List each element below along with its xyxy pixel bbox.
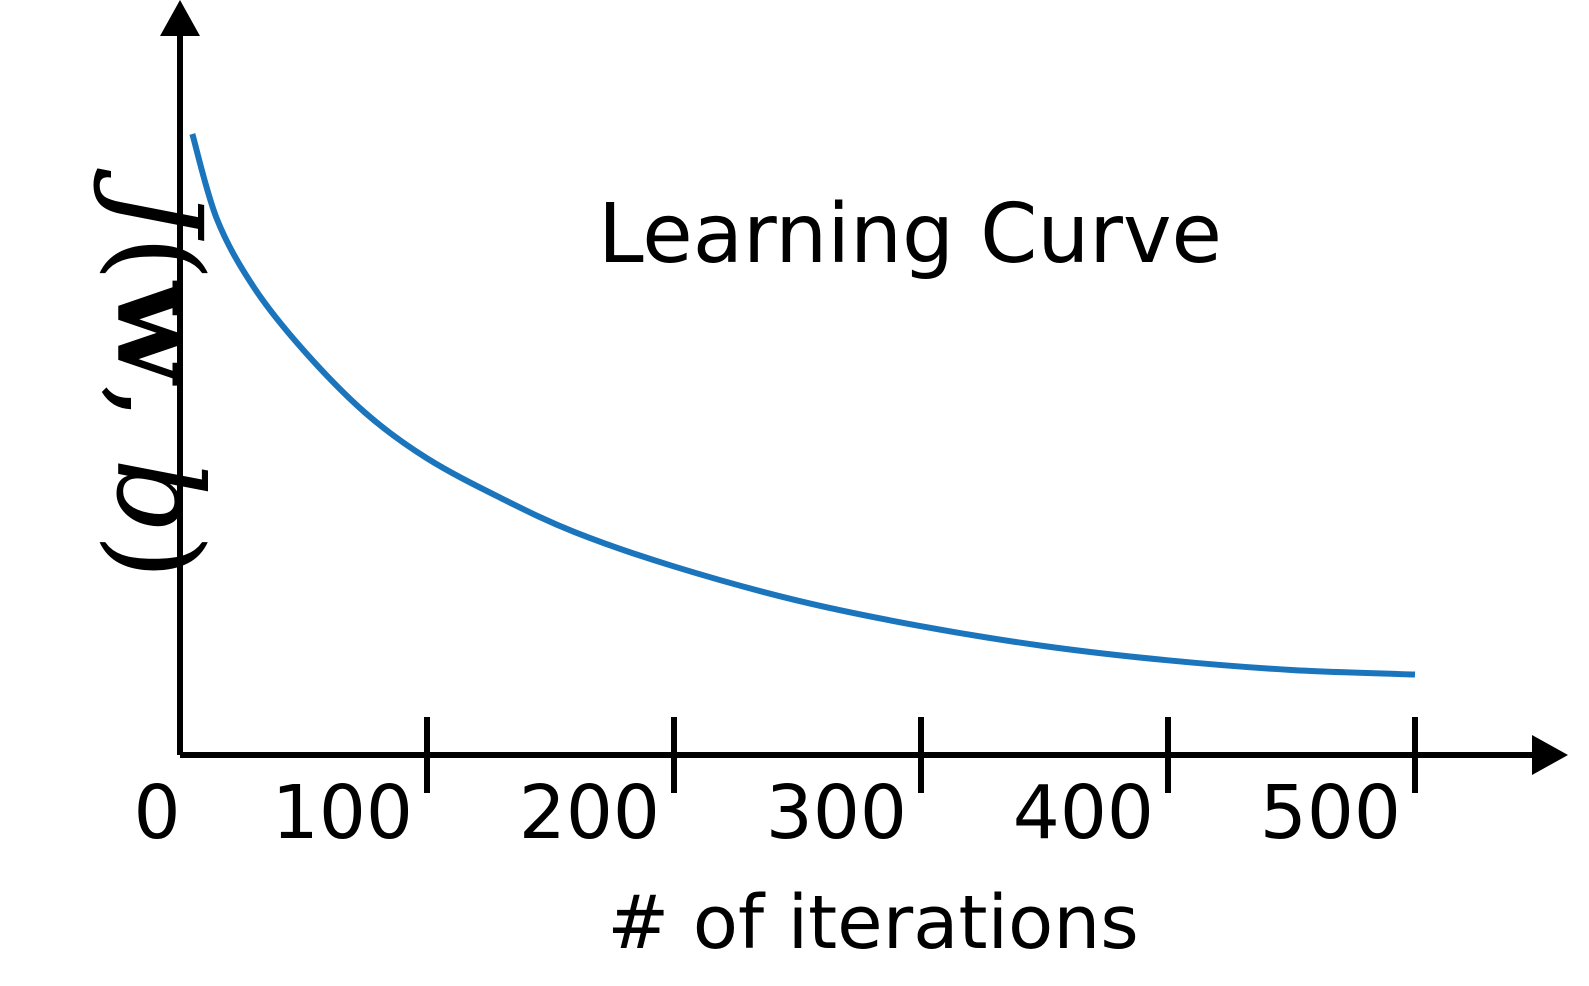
origin-label: 0 [133, 770, 180, 856]
x-tick-label: 100 [272, 770, 413, 856]
x-tick-label: 500 [1260, 770, 1401, 856]
x-tick-label: 200 [519, 770, 660, 856]
y-axis-label-part: ) [90, 534, 228, 580]
x-axis-tick-labels: 100 200 300 400 500 [272, 770, 1401, 856]
y-axis-label-part: ( [90, 236, 228, 282]
y-axis-label: J(w, b) [90, 168, 229, 580]
learning-curve-line [189, 133, 1416, 678]
x-axis-arrow [1532, 735, 1568, 775]
chart-title: Learning Curve [598, 187, 1222, 282]
x-axis-label: # of iterations [607, 880, 1139, 966]
y-axis-label-part: w [90, 280, 229, 386]
x-tick-label: 400 [1013, 770, 1154, 856]
x-tick-label: 300 [766, 770, 907, 856]
series-group [189, 133, 1416, 678]
x-axis-ticks [424, 717, 1418, 793]
y-axis-label-part: , [90, 383, 228, 458]
y-axis-arrow [160, 0, 200, 36]
y-axis-label-part: b [90, 458, 228, 534]
